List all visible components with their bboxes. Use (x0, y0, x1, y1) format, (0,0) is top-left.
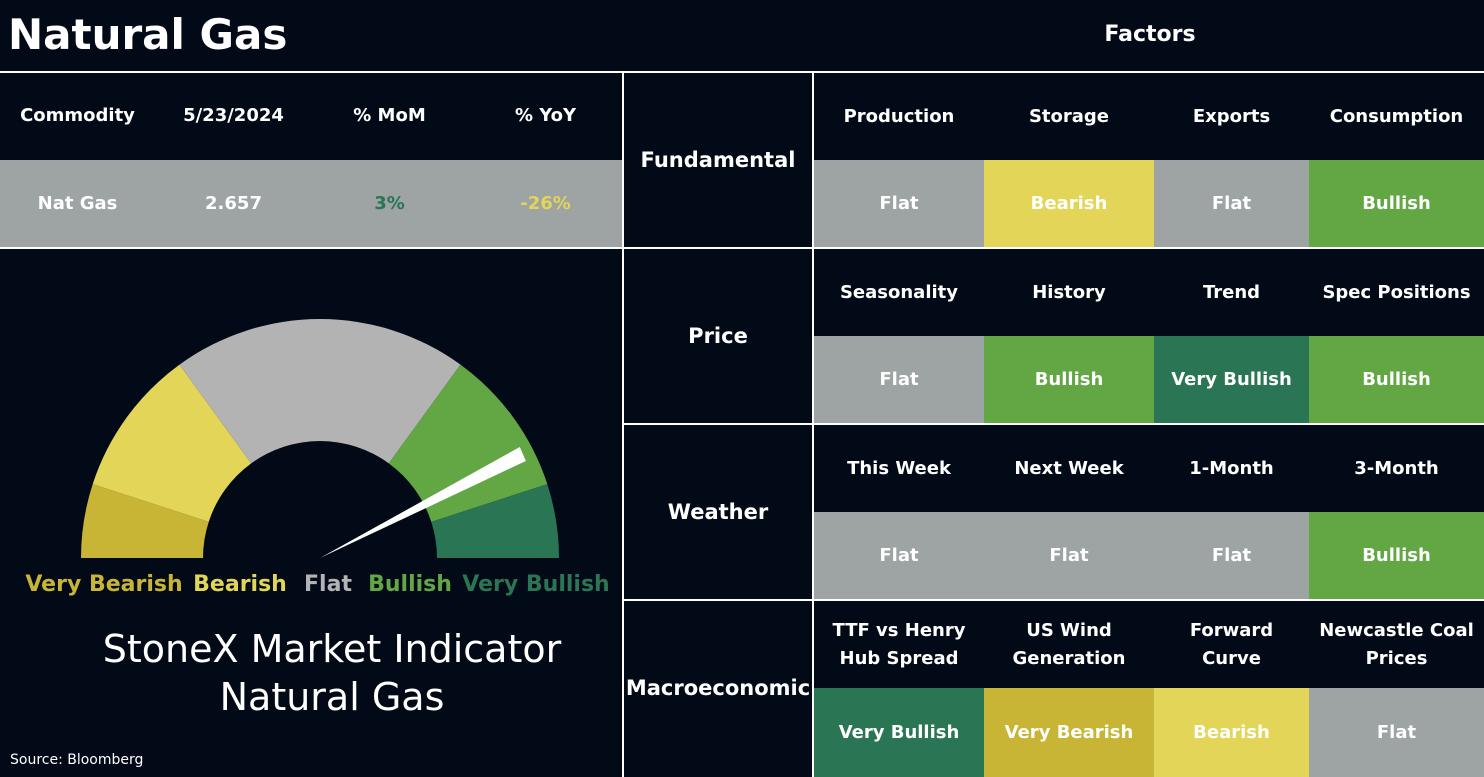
factor-status: Flat (1309, 688, 1484, 777)
divider (812, 72, 814, 777)
table-header: % YoY (514, 105, 577, 127)
factor-group: Fundamental (640, 147, 796, 172)
gauge-segment (388, 364, 548, 522)
factor-name: Production (843, 105, 955, 127)
factor-status: Very Bearish (984, 688, 1154, 777)
divider (623, 423, 1484, 425)
table-cell: 3% (374, 192, 405, 214)
source-note: Source: Bloomberg (10, 752, 144, 768)
gauge-segment (431, 484, 559, 558)
factor-name: Storage (1028, 105, 1110, 127)
factor-group: Weather (667, 499, 769, 524)
divider (0, 71, 1484, 73)
factor-name: 3-Month (1354, 457, 1439, 479)
factor-name: Consumption (1329, 105, 1464, 127)
page-title: Natural Gas (8, 10, 288, 59)
factor-status: Very Bullish (814, 688, 984, 777)
factor-status: Flat (814, 512, 984, 599)
table-row-bg (0, 160, 622, 247)
factor-status: Flat (814, 336, 984, 423)
table-cell: Nat Gas (37, 192, 118, 214)
table-cell: 2.657 (205, 192, 262, 214)
gauge-label: Very Bullish (462, 572, 609, 597)
divider (0, 247, 1484, 249)
factor-status: Flat (1154, 512, 1309, 599)
factor-status: Flat (814, 160, 984, 247)
divider (623, 599, 1484, 601)
divider (622, 72, 624, 777)
gauge-label: Bullish (368, 572, 452, 597)
table-cell: -26% (520, 192, 571, 214)
factor-status: Flat (1154, 160, 1309, 247)
factor-name: Next Week (1014, 457, 1124, 479)
table-header: 5/23/2024 (183, 105, 284, 127)
caption-line: Natural Gas (219, 675, 445, 719)
gauge: Very Bearish Bearish Flat Bullish Very Bulli… (25, 319, 610, 597)
factor-name: History (1032, 281, 1106, 303)
factor-group: Macroeconomic (625, 675, 811, 700)
caption-line: StoneX Market Indicator (102, 627, 562, 671)
factor-name: Seasonality (839, 281, 959, 303)
factor-name: Spec Positions (1322, 281, 1471, 303)
table-header: % MoM (353, 105, 426, 127)
gauge-segment (81, 484, 209, 558)
factor-status: Very Bullish (1154, 336, 1309, 423)
factor-status: Bearish (984, 160, 1154, 247)
factor-name: 1-Month (1189, 457, 1274, 479)
factor-name: US Wind Generation (1012, 619, 1126, 669)
factor-name: Forward Curve (1189, 619, 1274, 669)
gauge-needle (320, 446, 526, 558)
gauge-label: Very Bearish (25, 572, 182, 597)
factor-status: Flat (984, 512, 1154, 599)
factor-name: TTF vs Henry Hub Spread (832, 619, 966, 669)
gauge-caption: StoneX Market Indicator Natural Gas (0, 625, 664, 721)
gauge-segment (92, 364, 252, 522)
gauge-label: Bearish (193, 572, 287, 597)
factor-status: Bullish (1309, 336, 1484, 423)
factor-name: Trend (1202, 281, 1261, 303)
factor-status: Bearish (1154, 688, 1309, 777)
factor-status: Bullish (1309, 160, 1484, 247)
factor-name: Exports (1192, 105, 1271, 127)
factor-status: Bullish (984, 336, 1154, 423)
factor-name: This Week (847, 457, 951, 479)
gauge-label: Flat (304, 572, 352, 597)
factor-status: Bullish (1309, 512, 1484, 599)
factor-name: Newcastle Coal Prices (1319, 619, 1474, 669)
table-header: Commodity (20, 105, 135, 127)
gauge-segment (179, 319, 461, 464)
factor-group: Price (688, 323, 748, 348)
factors-title: Factors (1104, 22, 1196, 47)
